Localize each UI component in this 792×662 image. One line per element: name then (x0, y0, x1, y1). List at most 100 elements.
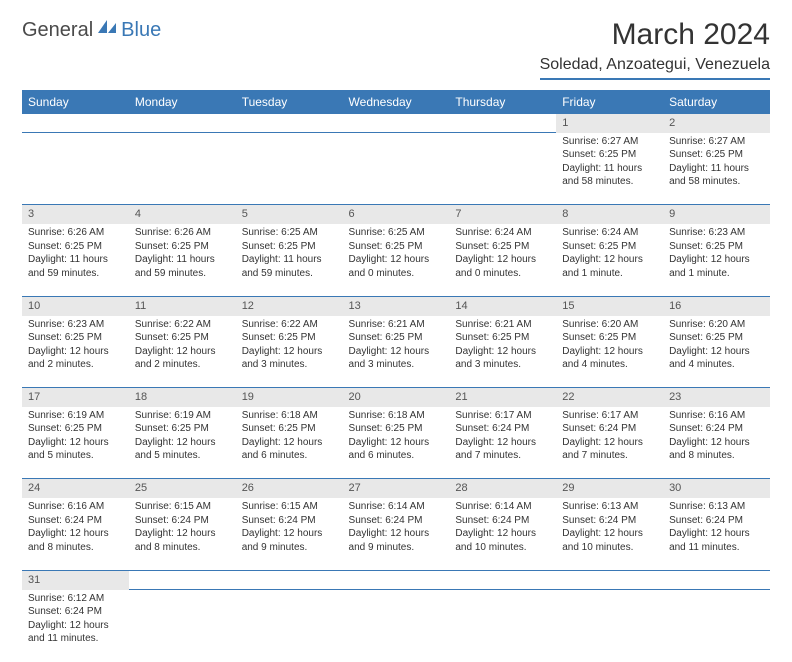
day-header: Friday (556, 90, 663, 114)
daylight-text: Daylight: 11 hours and 59 minutes. (28, 253, 123, 280)
sunset-text: Sunset: 6:25 PM (135, 331, 230, 345)
daylight-text: Daylight: 12 hours and 6 minutes. (349, 436, 444, 463)
day-cell: Sunrise: 6:24 AMSunset: 6:25 PMDaylight:… (449, 224, 556, 296)
logo-sail-icon (96, 18, 118, 42)
day-number-cell: 28 (449, 479, 556, 498)
day-number-cell: 21 (449, 388, 556, 407)
day-cell (343, 590, 450, 662)
sunrise-text: Sunrise: 6:25 AM (349, 226, 444, 240)
daylight-text: Daylight: 12 hours and 3 minutes. (455, 345, 550, 372)
sunset-text: Sunset: 6:25 PM (135, 240, 230, 254)
day-cell: Sunrise: 6:26 AMSunset: 6:25 PMDaylight:… (129, 224, 236, 296)
sunrise-text: Sunrise: 6:26 AM (28, 226, 123, 240)
day-header: Monday (129, 90, 236, 114)
logo-text-general: General (22, 19, 93, 42)
sunset-text: Sunset: 6:25 PM (669, 331, 764, 345)
sunrise-text: Sunrise: 6:18 AM (242, 409, 337, 423)
sunrise-text: Sunrise: 6:13 AM (562, 500, 657, 514)
day-cell (449, 133, 556, 205)
day-cell (129, 133, 236, 205)
day-cell: Sunrise: 6:20 AMSunset: 6:25 PMDaylight:… (556, 316, 663, 388)
day-number-cell (449, 570, 556, 589)
daylight-text: Daylight: 12 hours and 4 minutes. (669, 345, 764, 372)
sunrise-text: Sunrise: 6:15 AM (242, 500, 337, 514)
day-cell: Sunrise: 6:14 AMSunset: 6:24 PMDaylight:… (343, 498, 450, 570)
daylight-text: Daylight: 12 hours and 11 minutes. (669, 527, 764, 554)
daynum-row: 24252627282930 (22, 479, 770, 498)
sunset-text: Sunset: 6:24 PM (28, 514, 123, 528)
sunset-text: Sunset: 6:25 PM (242, 240, 337, 254)
day-number-cell (343, 114, 450, 133)
daylight-text: Daylight: 11 hours and 59 minutes. (242, 253, 337, 280)
daylight-text: Daylight: 12 hours and 3 minutes. (242, 345, 337, 372)
sunrise-text: Sunrise: 6:17 AM (455, 409, 550, 423)
day-number-cell: 24 (22, 479, 129, 498)
sunrise-text: Sunrise: 6:23 AM (669, 226, 764, 240)
daylight-text: Daylight: 12 hours and 7 minutes. (455, 436, 550, 463)
logo: General Blue (22, 18, 161, 42)
sunset-text: Sunset: 6:24 PM (669, 514, 764, 528)
week-row: Sunrise: 6:23 AMSunset: 6:25 PMDaylight:… (22, 316, 770, 388)
sunset-text: Sunset: 6:25 PM (28, 331, 123, 345)
daylight-text: Daylight: 12 hours and 1 minute. (562, 253, 657, 280)
daynum-row: 31 (22, 570, 770, 589)
day-number-cell: 13 (343, 296, 450, 315)
day-number-cell: 1 (556, 114, 663, 133)
day-cell: Sunrise: 6:15 AMSunset: 6:24 PMDaylight:… (129, 498, 236, 570)
week-row: Sunrise: 6:12 AMSunset: 6:24 PMDaylight:… (22, 590, 770, 662)
location-label: Soledad, Anzoategui, Venezuela (540, 56, 770, 80)
sunset-text: Sunset: 6:25 PM (455, 240, 550, 254)
day-number-cell: 14 (449, 296, 556, 315)
day-cell: Sunrise: 6:23 AMSunset: 6:25 PMDaylight:… (22, 316, 129, 388)
day-number-cell: 22 (556, 388, 663, 407)
daynum-row: 12 (22, 114, 770, 133)
day-cell (663, 590, 770, 662)
day-number-cell (129, 570, 236, 589)
daylight-text: Daylight: 12 hours and 1 minute. (669, 253, 764, 280)
day-cell (236, 133, 343, 205)
day-number-cell: 23 (663, 388, 770, 407)
sunset-text: Sunset: 6:24 PM (562, 422, 657, 436)
day-header: Tuesday (236, 90, 343, 114)
day-cell (236, 590, 343, 662)
sunrise-text: Sunrise: 6:24 AM (455, 226, 550, 240)
day-cell: Sunrise: 6:17 AMSunset: 6:24 PMDaylight:… (449, 407, 556, 479)
day-cell: Sunrise: 6:15 AMSunset: 6:24 PMDaylight:… (236, 498, 343, 570)
daynum-row: 17181920212223 (22, 388, 770, 407)
day-number-cell (129, 114, 236, 133)
sunrise-text: Sunrise: 6:20 AM (562, 318, 657, 332)
sunrise-text: Sunrise: 6:13 AM (669, 500, 764, 514)
sunset-text: Sunset: 6:25 PM (349, 422, 444, 436)
sunset-text: Sunset: 6:24 PM (669, 422, 764, 436)
daylight-text: Daylight: 12 hours and 7 minutes. (562, 436, 657, 463)
day-number-cell: 16 (663, 296, 770, 315)
daylight-text: Daylight: 12 hours and 9 minutes. (349, 527, 444, 554)
daylight-text: Daylight: 12 hours and 10 minutes. (455, 527, 550, 554)
sunrise-text: Sunrise: 6:22 AM (135, 318, 230, 332)
day-header: Thursday (449, 90, 556, 114)
sunset-text: Sunset: 6:25 PM (349, 331, 444, 345)
day-cell: Sunrise: 6:16 AMSunset: 6:24 PMDaylight:… (663, 407, 770, 479)
day-number-cell (556, 570, 663, 589)
sunset-text: Sunset: 6:25 PM (135, 422, 230, 436)
sunrise-text: Sunrise: 6:16 AM (28, 500, 123, 514)
sunrise-text: Sunrise: 6:21 AM (349, 318, 444, 332)
daylight-text: Daylight: 12 hours and 2 minutes. (135, 345, 230, 372)
daylight-text: Daylight: 12 hours and 11 minutes. (28, 619, 123, 646)
day-number-cell: 30 (663, 479, 770, 498)
day-cell: Sunrise: 6:12 AMSunset: 6:24 PMDaylight:… (22, 590, 129, 662)
sunset-text: Sunset: 6:25 PM (28, 422, 123, 436)
day-number-cell (236, 114, 343, 133)
day-cell: Sunrise: 6:14 AMSunset: 6:24 PMDaylight:… (449, 498, 556, 570)
day-cell: Sunrise: 6:27 AMSunset: 6:25 PMDaylight:… (556, 133, 663, 205)
day-number-cell: 7 (449, 205, 556, 224)
sunrise-text: Sunrise: 6:19 AM (135, 409, 230, 423)
day-cell (556, 590, 663, 662)
sunset-text: Sunset: 6:25 PM (28, 240, 123, 254)
day-header: Wednesday (343, 90, 450, 114)
day-cell: Sunrise: 6:22 AMSunset: 6:25 PMDaylight:… (236, 316, 343, 388)
day-number-cell: 11 (129, 296, 236, 315)
sunset-text: Sunset: 6:25 PM (349, 240, 444, 254)
week-row: Sunrise: 6:16 AMSunset: 6:24 PMDaylight:… (22, 498, 770, 570)
day-number-cell: 12 (236, 296, 343, 315)
